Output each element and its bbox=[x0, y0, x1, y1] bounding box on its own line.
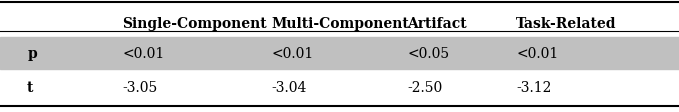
Text: Task-Related: Task-Related bbox=[516, 17, 617, 31]
Text: <0.05: <0.05 bbox=[407, 47, 449, 61]
Text: -2.50: -2.50 bbox=[407, 80, 443, 94]
Text: <0.01: <0.01 bbox=[122, 47, 164, 61]
Text: <0.01: <0.01 bbox=[272, 47, 314, 61]
Bar bbox=[0, 38, 679, 69]
Text: -3.04: -3.04 bbox=[272, 80, 307, 94]
Text: p: p bbox=[27, 47, 37, 61]
Text: t: t bbox=[27, 80, 33, 94]
Text: <0.01: <0.01 bbox=[516, 47, 558, 61]
Text: -3.05: -3.05 bbox=[122, 80, 158, 94]
Text: -3.12: -3.12 bbox=[516, 80, 551, 94]
Text: Artifact: Artifact bbox=[407, 17, 467, 31]
Text: Single-Component: Single-Component bbox=[122, 17, 267, 31]
Text: Multi-Component: Multi-Component bbox=[272, 17, 409, 31]
